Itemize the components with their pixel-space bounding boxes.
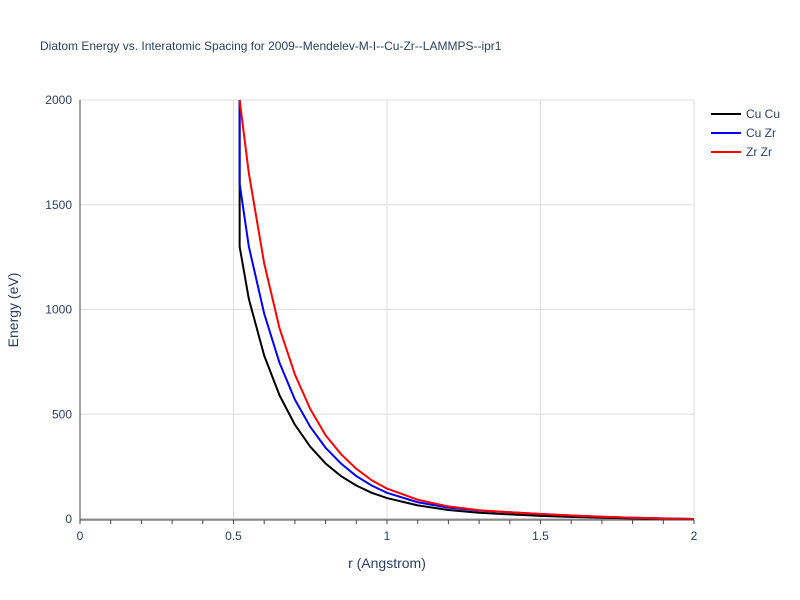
y-tick-label: 2000	[45, 93, 72, 107]
grid	[80, 99, 695, 519]
legend-label: Cu Zr	[746, 126, 776, 140]
y-tick-label: 1500	[45, 198, 72, 212]
x-tick-label: 0.5	[225, 529, 242, 543]
x-tick-label: 2	[691, 529, 698, 543]
x-tick-labels: 0 0.5 1 1.5 2	[77, 529, 698, 543]
series-line-zr-zr	[238, 99, 695, 520]
x-tick-label: 1	[384, 529, 391, 543]
x-tick-label: 0	[77, 529, 84, 543]
x-tick-label: 1.5	[532, 529, 549, 543]
legend[interactable]: Cu Cu Cu Zr Zr Zr	[711, 107, 780, 159]
legend-label: Cu Cu	[746, 107, 780, 121]
legend-item-cu-cu[interactable]: Cu Cu	[711, 107, 780, 121]
x-axis-title: r (Angstrom)	[348, 555, 426, 571]
legend-label: Zr Zr	[746, 145, 772, 159]
y-tick-label: 500	[52, 407, 72, 421]
series-line-cu-cu	[238, 100, 695, 520]
legend-item-cu-zr[interactable]: Cu Zr	[711, 126, 776, 140]
series-layer	[238, 99, 695, 520]
legend-item-zr-zr[interactable]: Zr Zr	[711, 145, 772, 159]
y-axis-title: Energy (eV)	[5, 273, 21, 348]
y-tick-label: 1000	[45, 303, 72, 317]
y-tick-labels: 0 500 1000 1500 2000	[45, 93, 72, 526]
y-tick-label: 0	[65, 512, 72, 526]
chart-title: Diatom Energy vs. Interatomic Spacing fo…	[40, 39, 502, 53]
axes	[79, 100, 695, 524]
